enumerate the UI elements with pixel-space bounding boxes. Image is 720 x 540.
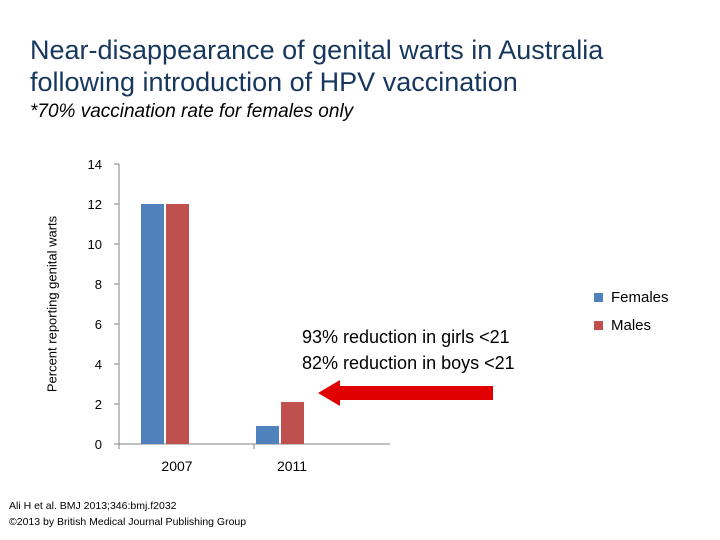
citation: Ali H et al. BMJ 2013;346:bmj.f2032 ©201… xyxy=(9,498,246,530)
y-tick-label: 10 xyxy=(88,237,102,252)
legend-swatch-females xyxy=(594,292,603,302)
legend-swatch-males xyxy=(594,320,603,330)
x-tick-label: 2007 xyxy=(161,458,192,474)
slide-title: Near-disappearance of genital warts in A… xyxy=(30,34,710,98)
y-tick-label: 6 xyxy=(95,317,102,332)
legend-item-males: Males xyxy=(594,311,669,339)
bar-females-2011 xyxy=(256,426,279,444)
chart-legend: Females Males xyxy=(594,283,669,339)
x-tick-label: 2011 xyxy=(277,458,307,474)
bar-males-2011 xyxy=(281,402,304,444)
y-tick-label: 2 xyxy=(95,397,102,412)
y-tick-label: 14 xyxy=(88,157,102,172)
bar-females-2007 xyxy=(141,204,164,444)
y-tick-label: 0 xyxy=(95,437,102,452)
y-tick-label: 8 xyxy=(95,277,102,292)
annotation-girls: 93% reduction in girls <21 xyxy=(302,327,510,347)
legend-item-females: Females xyxy=(594,283,669,311)
y-tick-label: 4 xyxy=(95,357,102,372)
annotation-boys: 82% reduction in boys <21 xyxy=(302,353,515,373)
legend-label-females: Females xyxy=(611,288,669,306)
citation-line-1: Ali H et al. BMJ 2013;346:bmj.f2032 xyxy=(9,500,177,512)
bar-males-2007 xyxy=(166,204,189,444)
legend-label-males: Males xyxy=(611,316,652,334)
arrow-shaft xyxy=(335,386,493,400)
title-line-2: following introduction of HPV vaccinatio… xyxy=(30,67,518,97)
title-line-1: Near-disappearance of genital warts in A… xyxy=(30,35,604,65)
y-tick-label: 12 xyxy=(88,197,102,212)
slide-subtitle: *70% vaccination rate for females only xyxy=(30,101,354,122)
arrow-head xyxy=(318,380,340,406)
citation-line-2: ©2013 by British Medical Journal Publish… xyxy=(9,516,247,528)
